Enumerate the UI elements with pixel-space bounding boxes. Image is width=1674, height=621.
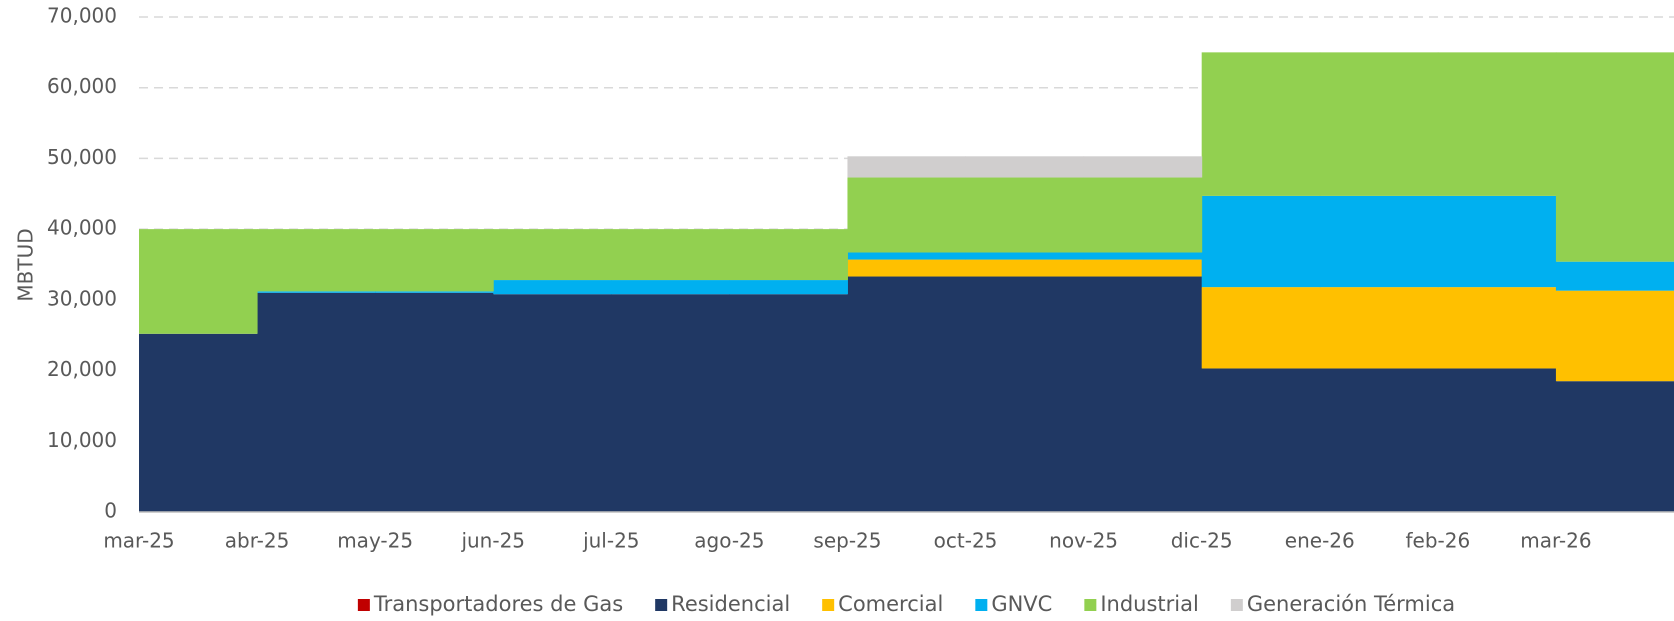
area-segment <box>1083 177 1203 253</box>
x-tick-label: oct-25 <box>934 529 998 553</box>
area-segment <box>847 276 967 512</box>
x-tick-label: ago-25 <box>694 529 764 553</box>
y-axis-label: MBTUD <box>14 228 38 301</box>
area-segment <box>1201 195 1321 288</box>
y-tick-label: 10,000 <box>47 428 117 452</box>
legend-label: GNVC <box>991 592 1052 616</box>
y-tick-label: 70,000 <box>47 4 117 28</box>
area-segment <box>1319 368 1439 512</box>
area-segment <box>1201 52 1321 196</box>
area-segment <box>1201 287 1321 369</box>
area-segment <box>1083 259 1203 277</box>
legend-label: Generación Térmica <box>1247 592 1455 616</box>
area-segment <box>139 229 258 334</box>
x-tick-label: mar-25 <box>103 529 174 553</box>
area-segment <box>965 156 1085 178</box>
area-segment <box>847 259 967 277</box>
legend-label: Transportadores de Gas <box>373 592 623 616</box>
area-segment <box>375 291 494 293</box>
x-tick-label: feb-26 <box>1405 529 1470 553</box>
area-segment <box>375 229 494 292</box>
x-tick-label: mar-26 <box>1520 529 1591 553</box>
area-segment <box>847 177 967 253</box>
y-tick-label: 40,000 <box>47 216 117 240</box>
area-segment <box>1083 156 1203 178</box>
area-segment <box>257 291 376 293</box>
x-tick-label: sep-25 <box>813 529 881 553</box>
legend-label: Comercial <box>838 592 943 616</box>
area-segment <box>965 276 1085 512</box>
area-segment <box>1555 290 1674 382</box>
x-tick-label: may-25 <box>337 529 413 553</box>
area-segment <box>1319 195 1439 288</box>
area-segment <box>1319 287 1439 369</box>
x-tick-label: dic-25 <box>1171 529 1233 553</box>
legend-swatch <box>357 599 370 611</box>
area-segment <box>1083 252 1203 260</box>
area-segment <box>965 259 1085 277</box>
area-segment <box>139 333 258 512</box>
area-segment <box>493 229 612 281</box>
area-segment <box>493 280 612 295</box>
legend-swatch <box>975 599 988 611</box>
area-segment <box>375 292 494 512</box>
area-segment <box>1555 261 1674 291</box>
area-segment <box>1555 381 1674 512</box>
area-segment <box>1201 368 1321 512</box>
x-tick-label: jul-25 <box>582 529 639 553</box>
legend-label: Residencial <box>671 592 790 616</box>
x-tick-label: nov-25 <box>1049 529 1118 553</box>
y-tick-label: 20,000 <box>47 357 117 381</box>
area-segment <box>257 292 376 512</box>
area-segment <box>729 229 848 281</box>
y-tick-label: 30,000 <box>47 286 117 310</box>
x-tick-label: abr-25 <box>225 529 290 553</box>
area-segment <box>729 280 848 295</box>
x-tick-label: jun-25 <box>460 529 525 553</box>
legend-swatch <box>822 599 835 611</box>
area-segment <box>965 252 1085 260</box>
area-segment <box>611 294 730 512</box>
area-segment <box>493 294 612 512</box>
legend-swatch <box>1230 599 1243 611</box>
area-segment <box>1437 287 1557 369</box>
y-tick-label: 60,000 <box>47 74 117 98</box>
area-segment <box>1555 52 1674 262</box>
area-segment <box>729 294 848 512</box>
area-segment <box>1319 52 1439 196</box>
area-segment <box>1437 368 1557 512</box>
area-segment <box>1083 276 1203 512</box>
area-segment <box>1437 195 1557 288</box>
y-tick-label: 50,000 <box>47 145 117 169</box>
area-segment <box>847 252 967 260</box>
area-segment <box>257 229 376 292</box>
x-tick-label: ene-26 <box>1285 529 1355 553</box>
legend-label: Industrial <box>1100 592 1199 616</box>
area-segment <box>965 177 1085 253</box>
area-segment <box>1437 52 1557 196</box>
legend-swatch <box>655 599 668 611</box>
legend-swatch <box>1084 599 1097 611</box>
area-segment <box>611 280 730 295</box>
y-tick-label: 0 <box>104 499 117 523</box>
area-segment <box>847 156 967 178</box>
area-segment <box>611 229 730 281</box>
